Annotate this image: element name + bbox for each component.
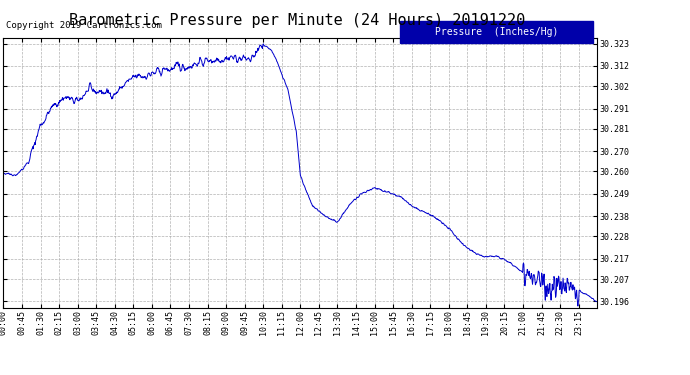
Text: Pressure  (Inches/Hg): Pressure (Inches/Hg) <box>435 27 558 37</box>
Text: Barometric Pressure per Minute (24 Hours) 20191220: Barometric Pressure per Minute (24 Hours… <box>68 13 525 28</box>
Text: Copyright 2019 Cartronics.com: Copyright 2019 Cartronics.com <box>6 21 161 30</box>
